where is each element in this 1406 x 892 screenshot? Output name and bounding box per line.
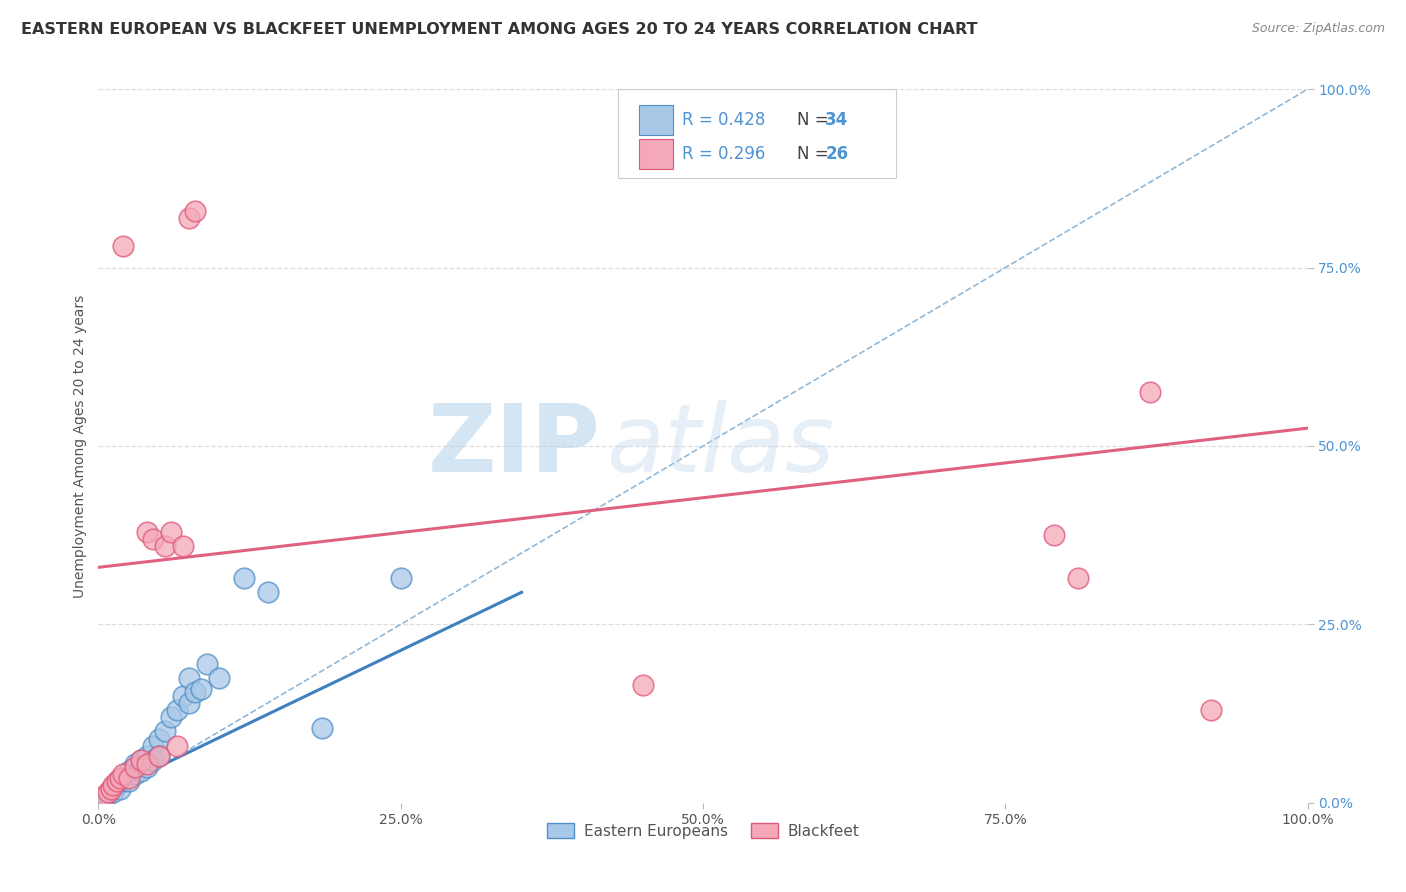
Point: [179, 211, 201, 225]
Point: [166, 739, 188, 753]
Bar: [638, 105, 673, 135]
Point: [108, 771, 131, 785]
Point: [160, 710, 183, 724]
Point: [311, 721, 333, 735]
Text: R = 0.428: R = 0.428: [682, 111, 766, 128]
Text: 34: 34: [825, 111, 848, 128]
Point: [135, 760, 157, 774]
Point: [118, 771, 141, 785]
Point: [100, 781, 122, 796]
Point: [93, 792, 115, 806]
Point: [124, 767, 146, 781]
Point: [172, 539, 194, 553]
Point: [166, 703, 188, 717]
Point: [232, 571, 254, 585]
Text: Source: ZipAtlas.com: Source: ZipAtlas.com: [1251, 22, 1385, 36]
Point: [184, 203, 207, 218]
Point: [179, 671, 201, 685]
Point: [256, 585, 278, 599]
Point: [153, 539, 176, 553]
Point: [1199, 703, 1222, 717]
Point: [129, 764, 152, 778]
Point: [97, 785, 120, 799]
FancyBboxPatch shape: [619, 89, 897, 178]
Point: [148, 749, 170, 764]
Point: [118, 764, 141, 778]
Point: [93, 789, 115, 803]
Point: [142, 739, 165, 753]
Point: [179, 696, 201, 710]
Point: [1139, 385, 1161, 400]
Point: [389, 571, 412, 585]
Text: N =: N =: [797, 145, 834, 163]
Point: [101, 785, 124, 799]
Point: [631, 678, 654, 692]
Text: EASTERN EUROPEAN VS BLACKFEET UNEMPLOYMENT AMONG AGES 20 TO 24 YEARS CORRELATION: EASTERN EUROPEAN VS BLACKFEET UNEMPLOYME…: [21, 22, 977, 37]
Point: [129, 753, 152, 767]
Point: [108, 781, 131, 796]
Point: [129, 753, 152, 767]
Y-axis label: Unemployment Among Ages 20 to 24 years: Unemployment Among Ages 20 to 24 years: [73, 294, 87, 598]
Point: [135, 749, 157, 764]
Point: [135, 524, 157, 539]
Text: 26: 26: [825, 145, 848, 163]
Point: [172, 689, 194, 703]
Point: [195, 657, 218, 671]
Point: [184, 685, 207, 699]
Point: [118, 774, 141, 789]
Text: R = 0.296: R = 0.296: [682, 145, 766, 163]
Point: [142, 753, 165, 767]
Point: [208, 671, 231, 685]
Point: [96, 789, 118, 803]
Point: [153, 724, 176, 739]
Point: [148, 749, 170, 764]
Point: [101, 778, 124, 792]
Point: [105, 774, 128, 789]
Bar: [638, 139, 673, 169]
Point: [124, 756, 146, 771]
Point: [111, 774, 134, 789]
Point: [111, 239, 134, 253]
Point: [114, 771, 136, 785]
Point: [148, 731, 170, 746]
Point: [1042, 528, 1064, 542]
Point: [124, 760, 146, 774]
Point: [142, 532, 165, 546]
Point: [190, 681, 212, 696]
Point: [1067, 571, 1090, 585]
Point: [135, 756, 157, 771]
Point: [111, 767, 134, 781]
Text: N =: N =: [797, 111, 834, 128]
Legend: Eastern Europeans, Blackfeet: Eastern Europeans, Blackfeet: [541, 817, 865, 845]
Text: atlas: atlas: [606, 401, 835, 491]
Point: [105, 778, 128, 792]
Text: ZIP: ZIP: [427, 400, 600, 492]
Point: [100, 781, 122, 796]
Point: [160, 524, 183, 539]
